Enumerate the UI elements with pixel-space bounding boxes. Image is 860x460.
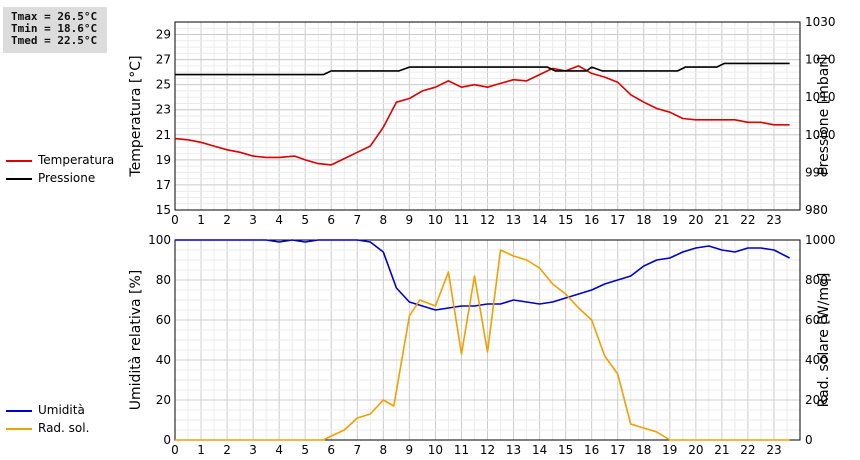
y2-tick-label-temp: 1000: [805, 128, 836, 142]
stats-box: Tmax = 26.5°C Tmin = 18.6°C Tmed = 22.5°…: [3, 7, 107, 53]
x-tick-label-temp: 6: [327, 213, 335, 227]
x-tick-label-temp: 20: [688, 213, 703, 227]
x-tick-label-hum: 2: [223, 443, 231, 457]
legend-swatch-temperatura: [6, 160, 32, 162]
x-tick-label-hum: 22: [740, 443, 755, 457]
y-tick-label-temp: 15: [156, 203, 171, 217]
x-tick-label-temp: 16: [584, 213, 599, 227]
x-tick-label-hum: 21: [714, 443, 729, 457]
x-tick-label-temp: 2: [223, 213, 231, 227]
x-tick-label-hum: 0: [171, 443, 179, 457]
y-tick-label-temp: 17: [156, 178, 171, 192]
plot-frame-temp: [174, 21, 801, 211]
x-tick-label-hum: 17: [610, 443, 625, 457]
y-tick-label-temp: 27: [156, 53, 171, 67]
plot-frame-hum: [174, 239, 801, 441]
series-line-rad-sol: [175, 249, 790, 441]
x-tick-label-hum: 19: [662, 443, 677, 457]
legend-label-pressione: Pressione: [38, 171, 96, 185]
x-tick-label-hum: 12: [480, 443, 495, 457]
y-tick-label-hum: 0: [163, 433, 171, 447]
x-tick-label-hum: 16: [584, 443, 599, 457]
legend-swatch-radsol: [6, 428, 32, 430]
stat-tmed: Tmed = 22.5°C: [11, 34, 98, 47]
y2-tick-label-temp: 1010: [805, 90, 836, 104]
y2-tick-label-hum: 0: [805, 433, 813, 447]
legend-label-temperatura: Temperatura: [38, 153, 115, 167]
y-tick-label-temp: 19: [156, 153, 171, 167]
x-tick-label-hum: 14: [532, 443, 547, 457]
legend-label-radsol: Rad. sol.: [38, 421, 90, 435]
series-line-temperatura: [174, 65, 790, 166]
x-tick-label-temp: 17: [610, 213, 625, 227]
y2-tick-label-hum: 200: [805, 393, 828, 407]
x-tick-label-temp: 4: [275, 213, 283, 227]
stat-tmax: Tmax = 26.5°C: [11, 10, 98, 23]
series-line-pressione: [175, 62, 790, 76]
x-tick-label-hum: 15: [558, 443, 573, 457]
y2-tick-label-hum: 600: [805, 313, 828, 327]
y2-tick-label-hum: 1000: [805, 233, 836, 247]
x-tick-label-hum: 6: [327, 443, 335, 457]
x-tick-label-temp: 10: [428, 213, 443, 227]
legend-item-umidita: Umidità: [6, 402, 126, 420]
x-tick-label-hum: 23: [766, 443, 781, 457]
y-tick-label-temp: 29: [156, 28, 171, 42]
x-tick-label-temp: 1: [197, 213, 205, 227]
x-tick-label-temp: 14: [532, 213, 547, 227]
x-tick-label-hum: 3: [249, 443, 257, 457]
x-tick-label-temp: 3: [249, 213, 257, 227]
x-tick-label-hum: 7: [353, 443, 361, 457]
x-tick-label-temp: 11: [454, 213, 469, 227]
y-axis-title-hum: Umidità relativa [%]: [128, 270, 144, 411]
y2-tick-label-temp: 1020: [805, 53, 836, 67]
x-tick-label-temp: 12: [480, 213, 495, 227]
legend-swatch-umidita: [6, 410, 32, 412]
y-tick-label-hum: 60: [156, 313, 171, 327]
x-tick-label-hum: 11: [454, 443, 469, 457]
y2-tick-label-temp: 980: [805, 203, 828, 217]
x-tick-label-hum: 20: [688, 443, 703, 457]
x-tick-label-temp: 9: [406, 213, 414, 227]
x-tick-label-temp: 7: [353, 213, 361, 227]
x-tick-label-hum: 9: [406, 443, 414, 457]
y-tick-label-hum: 100: [148, 233, 171, 247]
x-tick-label-temp: 21: [714, 213, 729, 227]
legend-swatch-pressione: [6, 178, 32, 180]
y2-tick-label-temp: 990: [805, 165, 828, 179]
y2-axis-title-hum: Rad. solare [W/mq]: [816, 273, 832, 408]
legend-label-umidita: Umidità: [38, 403, 85, 417]
x-tick-label-temp: 19: [662, 213, 677, 227]
y-tick-label-hum: 80: [156, 273, 171, 287]
x-tick-label-temp: 5: [301, 213, 309, 227]
legend-item-radsol: Rad. sol.: [6, 420, 126, 438]
x-tick-label-hum: 13: [506, 443, 521, 457]
y2-tick-label-hum: 400: [805, 353, 828, 367]
y2-tick-label-temp: 1030: [805, 15, 836, 29]
stat-tmin: Tmin = 18.6°C: [11, 22, 98, 35]
x-tick-label-hum: 18: [636, 443, 651, 457]
x-tick-label-temp: 18: [636, 213, 651, 227]
x-tick-label-hum: 8: [380, 443, 388, 457]
y2-axis-title-temp: Pressione [mbar]: [816, 56, 832, 175]
x-tick-label-temp: 0: [171, 213, 179, 227]
x-tick-label-temp: 22: [740, 213, 755, 227]
y-tick-label-temp: 21: [156, 128, 171, 142]
x-tick-label-hum: 4: [275, 443, 283, 457]
y-tick-label-hum: 40: [156, 353, 171, 367]
y2-tick-label-hum: 800: [805, 273, 828, 287]
y-axis-title-temp: Temperatura [°C]: [128, 55, 144, 177]
x-tick-label-hum: 10: [428, 443, 443, 457]
x-tick-label-temp: 13: [506, 213, 521, 227]
x-tick-label-hum: 1: [197, 443, 205, 457]
y-tick-label-hum: 20: [156, 393, 171, 407]
y-tick-label-temp: 23: [156, 103, 171, 117]
x-tick-label-temp: 15: [558, 213, 573, 227]
x-tick-label-hum: 5: [301, 443, 309, 457]
x-tick-label-temp: 23: [766, 213, 781, 227]
x-tick-label-temp: 8: [380, 213, 388, 227]
series-line-umidit: [175, 239, 790, 311]
y-tick-label-temp: 25: [156, 78, 171, 92]
